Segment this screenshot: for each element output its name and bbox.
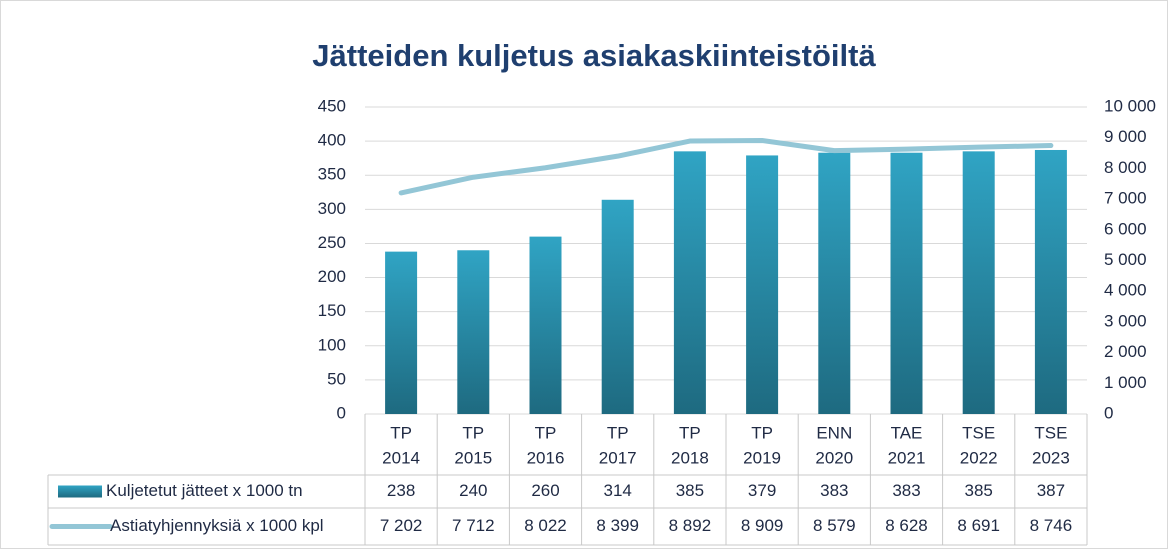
y-tick-label: 150 <box>318 301 346 320</box>
table-value: 240 <box>459 481 487 500</box>
table-value: 383 <box>820 481 848 500</box>
x-tick-label: TSE <box>1034 423 1067 442</box>
bar <box>962 151 995 414</box>
y-tick-label: 250 <box>318 233 346 252</box>
table-value: 8 399 <box>596 516 639 535</box>
y-tick-label: 100 <box>318 335 346 354</box>
table-value: 383 <box>892 481 920 500</box>
bar <box>529 236 562 414</box>
y-tick-label: 300 <box>318 199 346 218</box>
table-value: 7 712 <box>452 516 495 535</box>
x-tick-label: TP <box>462 423 484 442</box>
x-tick-label: TSE <box>962 423 995 442</box>
bar <box>457 250 490 414</box>
x-tick-label: 2021 <box>888 448 926 467</box>
table-value: 8 909 <box>741 516 784 535</box>
y2-tick-label: 3 000 <box>1104 311 1147 330</box>
table-value: 8 579 <box>813 516 856 535</box>
x-tick-label: TP <box>607 423 629 442</box>
x-tick-label: TP <box>535 423 557 442</box>
x-tick-label: TP <box>679 423 701 442</box>
y2-tick-label: 9 000 <box>1104 127 1147 146</box>
y-tick-label: 200 <box>318 267 346 286</box>
table-value: 314 <box>604 481 632 500</box>
table-value: 260 <box>531 481 559 500</box>
table-value: 8 022 <box>524 516 567 535</box>
bar <box>1034 149 1067 415</box>
x-tick-label: 2022 <box>960 448 998 467</box>
x-tick-label: TAE <box>891 423 923 442</box>
y-tick-label: 0 <box>337 403 346 422</box>
bar <box>890 152 923 414</box>
table-value: 8 628 <box>885 516 928 535</box>
x-tick-label: 2016 <box>527 448 565 467</box>
table-value: 8 746 <box>1030 516 1073 535</box>
x-tick-label: 2017 <box>599 448 637 467</box>
bar <box>601 199 634 414</box>
table-value: 7 202 <box>380 516 423 535</box>
bar <box>818 152 851 414</box>
legend-swatch <box>58 485 102 498</box>
y2-tick-label: 1 000 <box>1104 373 1147 392</box>
legend-label: Astiatyhjennyksiä x 1000 kpl <box>110 516 324 535</box>
x-tick-label: TP <box>751 423 773 442</box>
y2-tick-label: 4 000 <box>1104 281 1147 300</box>
bar <box>673 151 706 414</box>
y2-tick-label: 8 000 <box>1104 158 1147 177</box>
table-value: 387 <box>1037 481 1065 500</box>
line-series <box>398 137 1054 196</box>
table-value: 8 691 <box>957 516 1000 535</box>
x-tick-label: ENN <box>816 423 852 442</box>
table-value: 379 <box>748 481 776 500</box>
table-value: 8 892 <box>669 516 712 535</box>
x-tick-label: 2023 <box>1032 448 1070 467</box>
table-value: 385 <box>676 481 704 500</box>
y2-tick-label: 10 000 <box>1104 96 1156 115</box>
x-tick-label: 2014 <box>382 448 420 467</box>
legend-label: Kuljetetut jätteet x 1000 tn <box>106 481 303 500</box>
y2-tick-label: 0 <box>1104 403 1113 422</box>
table-value: 385 <box>965 481 993 500</box>
x-tick-label: TP <box>390 423 412 442</box>
y2-tick-label: 7 000 <box>1104 189 1147 208</box>
y2-tick-label: 5 000 <box>1104 250 1147 269</box>
bar <box>746 155 779 414</box>
table-value: 238 <box>387 481 415 500</box>
x-tick-label: 2018 <box>671 448 709 467</box>
bar <box>385 251 418 414</box>
y-tick-label: 450 <box>318 96 346 115</box>
y-tick-label: 350 <box>318 165 346 184</box>
x-tick-label: 2020 <box>815 448 853 467</box>
x-tick-label: 2015 <box>454 448 492 467</box>
y2-tick-label: 2 000 <box>1104 342 1147 361</box>
y-tick-label: 400 <box>318 131 346 150</box>
x-tick-label: 2019 <box>743 448 781 467</box>
y-tick-label: 50 <box>327 369 346 388</box>
chart-title: Jätteiden kuljetus asiakaskiinteistöiltä <box>312 38 876 73</box>
y2-tick-label: 6 000 <box>1104 219 1147 238</box>
